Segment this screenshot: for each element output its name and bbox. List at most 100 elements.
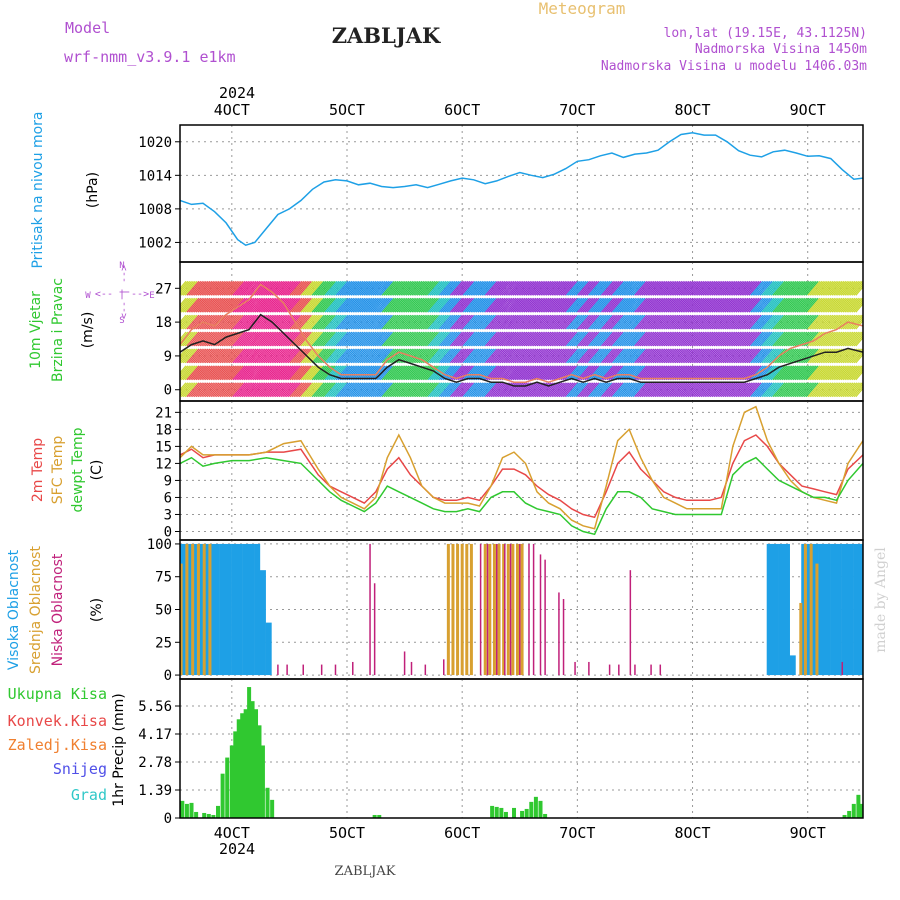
- wind-barb: [508, 348, 522, 364]
- wind-barb: [385, 297, 399, 313]
- wind-barb: [258, 331, 272, 347]
- wind-barb: [354, 297, 368, 313]
- wind-barb: [193, 365, 207, 381]
- wind-barb: [647, 365, 661, 381]
- wind-barb: [639, 297, 653, 313]
- wind-barb: [754, 297, 767, 313]
- wind-barb: [737, 297, 751, 313]
- wind-barb: [243, 280, 257, 296]
- wind-barb: [678, 314, 692, 330]
- wind-barb: [330, 280, 344, 296]
- temp-ylabel-1: 2m Temp: [30, 438, 46, 502]
- wind-barb: [636, 280, 650, 296]
- wind-barb: [282, 382, 296, 398]
- wind-barb: [411, 314, 425, 330]
- wind-barb: [490, 297, 504, 313]
- wind-barb: [271, 348, 285, 364]
- wind-barb: [741, 348, 755, 364]
- series-line: [180, 456, 863, 536]
- wind-barb: [293, 348, 307, 364]
- cloud-bar: [486, 543, 489, 676]
- wind-barb: [326, 280, 340, 296]
- wind-barb: [698, 365, 712, 381]
- wind-barb: [744, 280, 758, 296]
- wind-barb: [625, 382, 638, 398]
- wind-barb: [457, 280, 471, 296]
- compass-we: <-- | -->: [95, 289, 149, 300]
- wind-barb: [543, 365, 557, 381]
- wind-barb: [792, 348, 806, 364]
- wind-barb: [545, 314, 559, 330]
- wind-barb: [201, 297, 215, 313]
- wind-barb: [534, 348, 548, 364]
- wind-barb: [444, 348, 458, 364]
- bottom-x-tick-label: 6OCT: [444, 824, 480, 842]
- wind-barb: [418, 280, 432, 296]
- wind-barb: [639, 280, 653, 296]
- wind-barb: [763, 382, 777, 398]
- wind-barb: [466, 314, 480, 330]
- wind-barb: [320, 314, 334, 330]
- wind-barb: [282, 280, 296, 296]
- wind-barb: [245, 348, 259, 364]
- wind-barb: [593, 365, 607, 381]
- wind-barb: [822, 348, 836, 364]
- wind-barb: [726, 348, 740, 364]
- wind-barb: [343, 382, 356, 398]
- wind-barb: [825, 331, 839, 347]
- wind-barb: [696, 331, 710, 347]
- wind-barb: [497, 382, 511, 398]
- wind-barb: [332, 297, 345, 313]
- wind-barb: [801, 348, 815, 364]
- wind-barb: [361, 382, 375, 398]
- wind-barb: [285, 365, 299, 381]
- wind-barb: [295, 348, 309, 364]
- wind-barb: [525, 280, 539, 296]
- wind-barb: [678, 382, 692, 398]
- wind-barb: [739, 297, 753, 313]
- wind-barb: [497, 331, 511, 347]
- wind-barb: [536, 331, 550, 347]
- wind-barb: [381, 331, 395, 347]
- wind-barb: [650, 280, 664, 296]
- y-tick-label: 75: [155, 570, 172, 586]
- wind-barb: [414, 348, 428, 364]
- wind-barb: [656, 382, 670, 398]
- wind-barb: [800, 297, 814, 313]
- wind-barb: [424, 348, 438, 364]
- wind-barb: [435, 331, 449, 347]
- wind-barb: [204, 314, 218, 330]
- wind-barb: [427, 348, 441, 364]
- wind-barb: [311, 280, 325, 296]
- wind-barb: [599, 297, 613, 313]
- wind-barb: [348, 314, 362, 330]
- wind-barb: [772, 331, 786, 347]
- wind-barb: [357, 348, 371, 364]
- wind-barb: [717, 297, 731, 313]
- wind-barb: [849, 382, 863, 398]
- wind-barb: [551, 382, 565, 398]
- wind-barb: [571, 280, 585, 296]
- wind-barb: [276, 331, 290, 347]
- wind-barb: [741, 314, 755, 330]
- wind-barb: [438, 365, 452, 381]
- wind-barb: [501, 280, 515, 296]
- wind-barb: [516, 348, 530, 364]
- wind-barb: [284, 314, 298, 330]
- wind-barb: [254, 331, 268, 347]
- wind-barb: [713, 348, 727, 364]
- wind-barb: [680, 314, 694, 330]
- wind-barb: [555, 297, 568, 313]
- wind-barb: [245, 314, 259, 330]
- wind-barb: [437, 365, 450, 381]
- wind-barb: [254, 297, 268, 313]
- wind-barb: [781, 348, 795, 364]
- wind-barb: [604, 297, 618, 313]
- wind-barb: [234, 314, 248, 330]
- series-line: [180, 132, 863, 247]
- wind-barb: [215, 348, 229, 364]
- wind-barb: [661, 331, 675, 347]
- wind-barb: [459, 348, 473, 364]
- wind-barb: [709, 348, 723, 364]
- wind-barb: [374, 280, 388, 296]
